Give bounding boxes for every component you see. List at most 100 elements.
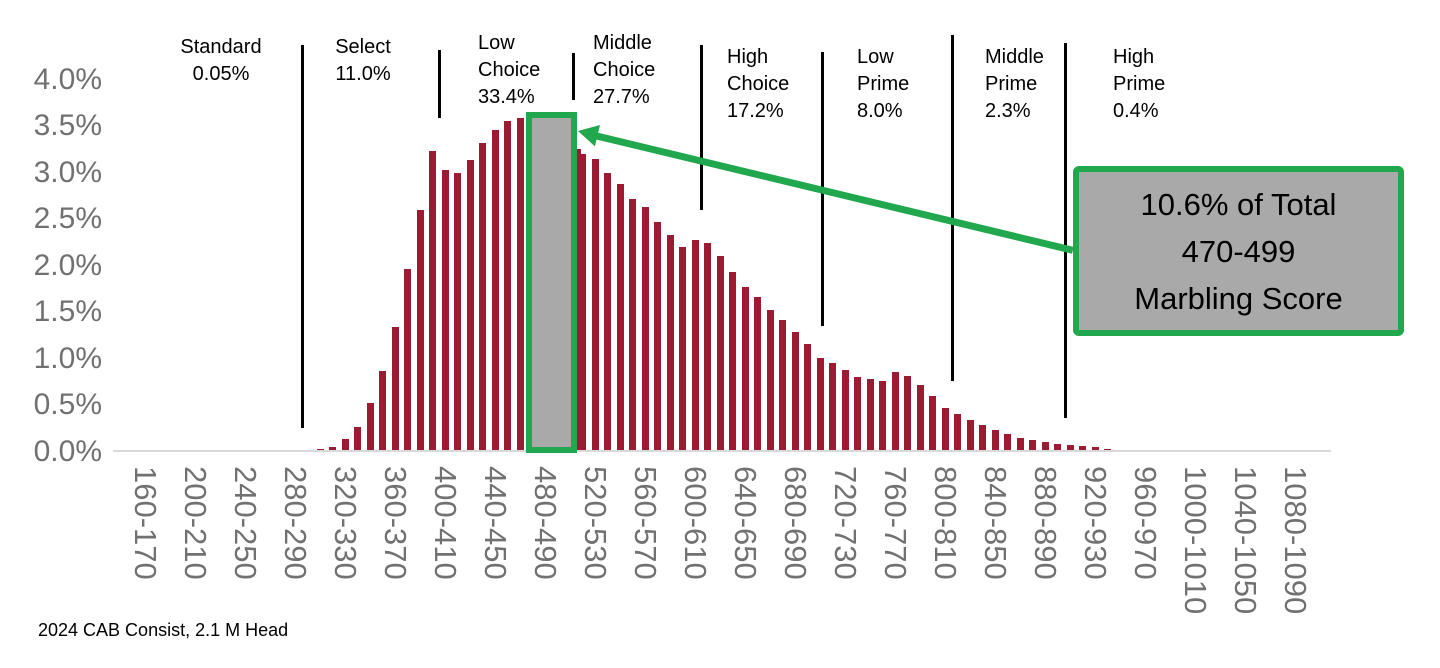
x-axis-tick-label: 680-690 (778, 466, 813, 580)
x-axis-tick-label: 240-250 (228, 466, 263, 580)
y-axis-tick-label: 2.0% (33, 248, 102, 282)
y-axis-tick-label: 1.5% (33, 295, 102, 328)
x-axis-tick-label: 640-650 (728, 466, 763, 580)
y-axis-tick-label: 0.5% (33, 388, 102, 421)
histogram-bar (466, 160, 474, 452)
grade-label-line: Low (478, 32, 515, 54)
grade-label-line: 0.4% (1113, 100, 1159, 122)
histogram-bar (1016, 437, 1024, 452)
histogram-bar (404, 269, 411, 452)
x-axis-tick-label: 920-930 (1078, 466, 1113, 580)
histogram-bar (754, 297, 761, 452)
grade-divider-line (438, 50, 441, 118)
callout-line-2: 470-499 (1181, 233, 1296, 269)
histogram-bar (979, 425, 986, 452)
grade-divider-line (1064, 43, 1067, 418)
histogram-bar (354, 427, 361, 452)
grade-divider-line (951, 35, 954, 381)
histogram-bar (629, 198, 636, 452)
grade-segment-label: Standard 0.05% (136, 34, 306, 88)
x-axis-tick-label: 400-410 (428, 466, 463, 580)
histogram-bar (641, 206, 649, 452)
histogram-bar (666, 234, 674, 452)
grade-label-line: 2.3% (985, 100, 1031, 122)
grade-label-line: Middle (985, 46, 1044, 68)
grade-label-line: Choice (478, 59, 541, 81)
histogram-bar (691, 240, 699, 452)
histogram-bar (604, 173, 611, 452)
x-axis-tick-label: 800-810 (928, 466, 963, 580)
grade-label-line: 8.0% (857, 100, 903, 122)
grade-label-line: 11.0% (335, 63, 391, 85)
grade-label-line: High (727, 46, 769, 68)
x-axis-tick-label: 960-970 (1128, 466, 1163, 580)
histogram-bar (429, 151, 436, 452)
histogram-bar (729, 272, 736, 452)
y-axis-tick-label: 4.0% (33, 62, 102, 96)
histogram-bar (829, 363, 836, 452)
histogram-bar (491, 129, 499, 452)
histogram-bar (504, 121, 511, 452)
histogram-bar (329, 446, 336, 452)
histogram-bar (1029, 440, 1036, 452)
histogram-bar (766, 310, 774, 452)
callout-line-1: 10.6% of Total (1140, 186, 1337, 222)
histogram-bar (1091, 446, 1099, 452)
histogram-bar (341, 439, 349, 452)
histogram-bar (941, 407, 949, 452)
x-axis-tick-label: 880-890 (1028, 466, 1063, 580)
callout-box: 10.6% of Total 470-499 Marbling Score (1073, 166, 1404, 336)
x-axis-tick-label: 760-770 (878, 466, 913, 580)
histogram-bar (841, 369, 849, 452)
source-note: 2024 CAB Consist, 2.1 M Head (38, 620, 289, 640)
histogram-bar (573, 149, 581, 452)
x-axis-tick-label: 160-170 (128, 466, 163, 580)
grade-segment-label: High Choice 17.2% (727, 44, 789, 125)
callout-arrow (575, 120, 1075, 260)
histogram-bar (616, 183, 624, 452)
callout-line-3: Marbling Score (1134, 280, 1343, 316)
x-axis-tick-label: 1080-1090 (1278, 466, 1313, 615)
grade-label-line: Standard (180, 36, 262, 58)
grade-segment-label: Low Choice 33.4% (478, 30, 540, 111)
grade-label-line: Low (857, 46, 894, 68)
grade-label-line: Choice (593, 59, 656, 81)
histogram-bar (966, 419, 974, 452)
x-axis-tick-label: 840-850 (978, 466, 1013, 580)
grade-label-line: Select (335, 36, 391, 58)
grade-label-line: 17.2% (727, 100, 784, 122)
histogram-bar (441, 169, 449, 452)
histogram-bar (804, 343, 811, 452)
histogram-bar (579, 153, 586, 452)
histogram-bar (779, 320, 786, 452)
histogram-bar (716, 256, 724, 452)
x-axis-tick-label: 600-610 (678, 466, 713, 580)
histogram-bar (379, 370, 386, 452)
x-axis-tick-label: 360-370 (378, 466, 413, 580)
histogram-bar (816, 357, 824, 452)
x-axis-tick-label: 1040-1050 (1228, 466, 1263, 615)
grade-divider-line (572, 53, 575, 100)
grade-label-line: 0.05% (192, 63, 250, 85)
x-axis-tick-label: 280-290 (278, 466, 313, 580)
grade-label-line: Prime (985, 73, 1038, 95)
x-axis-tick-label: 480-490 (528, 466, 563, 580)
grade-label-line: Middle (593, 32, 652, 54)
x-axis-tick-label: 440-450 (478, 466, 513, 580)
histogram-bar (1066, 444, 1074, 452)
histogram-bar (991, 430, 999, 452)
histogram-bar (366, 403, 374, 452)
grade-divider-line (700, 45, 703, 210)
histogram-bar (704, 243, 711, 452)
highlighted-bar-470-499 (526, 112, 577, 453)
x-axis-tick-label: 560-570 (628, 466, 663, 580)
histogram-bar (591, 159, 599, 452)
histogram-bar (854, 377, 861, 452)
grade-label-line: Choice (727, 73, 790, 95)
grade-label-line: Prime (1113, 73, 1166, 95)
histogram-bar (791, 332, 799, 452)
grade-segment-label: Middle Prime 2.3% (985, 44, 1044, 125)
grade-segment-label: Select 11.0% (278, 34, 448, 88)
grade-segment-label: Middle Choice 27.7% (593, 30, 655, 111)
histogram-bar (929, 395, 936, 452)
